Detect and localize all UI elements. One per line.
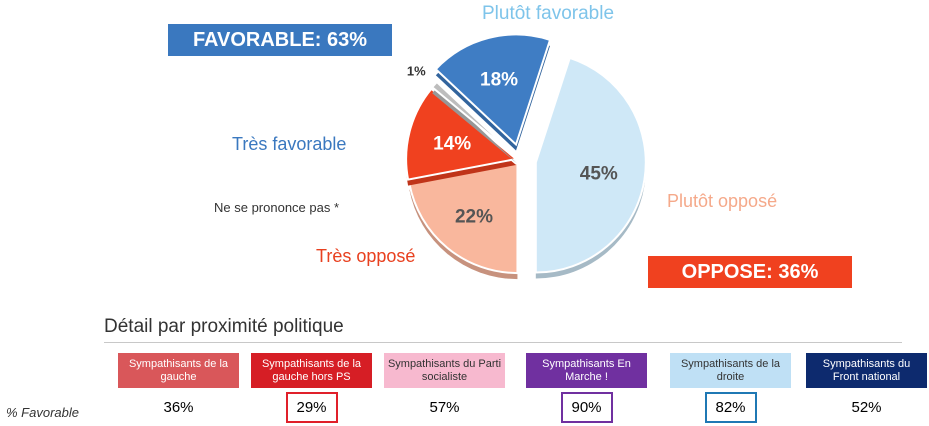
pie-chart: 45% 22% 14% 1% 18% — [405, 33, 647, 280]
pie-slice — [430, 80, 518, 159]
group-value: 36% — [163, 399, 194, 416]
slice-value-label: 14% — [433, 134, 471, 155]
group-header: Sympathisants du Parti socialiste — [384, 353, 505, 388]
group-header: Sympathisants de la gauche — [118, 353, 239, 388]
slice-value-label: 45% — [580, 163, 618, 184]
pie-slice — [534, 56, 647, 274]
label-ne-se-prononce-pas: Ne se prononce pas * — [214, 200, 340, 215]
oppose-total-badge: OPPOSE: 36% — [648, 256, 852, 288]
slice-value-label: 1% — [407, 64, 426, 79]
group-header: Sympathisants En Marche ! — [526, 353, 647, 388]
pie-slice — [434, 33, 552, 147]
row-label-favorable: % Favorable — [6, 405, 79, 420]
slice-value-label: 22% — [455, 207, 493, 228]
slice-value-label: 18% — [480, 69, 518, 90]
pie-slice — [405, 87, 519, 181]
group-header: Sympathisants de la droite — [670, 353, 791, 388]
group-header: Sympathisants de la gauche hors PS — [251, 353, 372, 388]
label-tres-oppose: Très opposé — [316, 246, 416, 266]
group-value: 52% — [851, 399, 882, 416]
pie-slice-depth — [432, 88, 517, 164]
pie-slice — [408, 161, 519, 275]
label-plutot-favorable: Plutôt favorable — [482, 3, 615, 24]
group-header: Sympathisants du Front national — [806, 353, 927, 388]
section-divider — [104, 342, 902, 343]
favorable-total-badge: FAVORABLE: 63% — [168, 24, 392, 56]
label-plutot-oppose: Plutôt opposé — [667, 191, 778, 211]
label-tres-favorable: Très favorable — [232, 134, 347, 154]
section-title: Détail par proximité politique — [104, 316, 344, 337]
group-value: 90% — [560, 392, 613, 423]
group-value: 82% — [704, 392, 757, 423]
group-value: 57% — [429, 399, 460, 416]
group-value: 29% — [285, 392, 338, 423]
